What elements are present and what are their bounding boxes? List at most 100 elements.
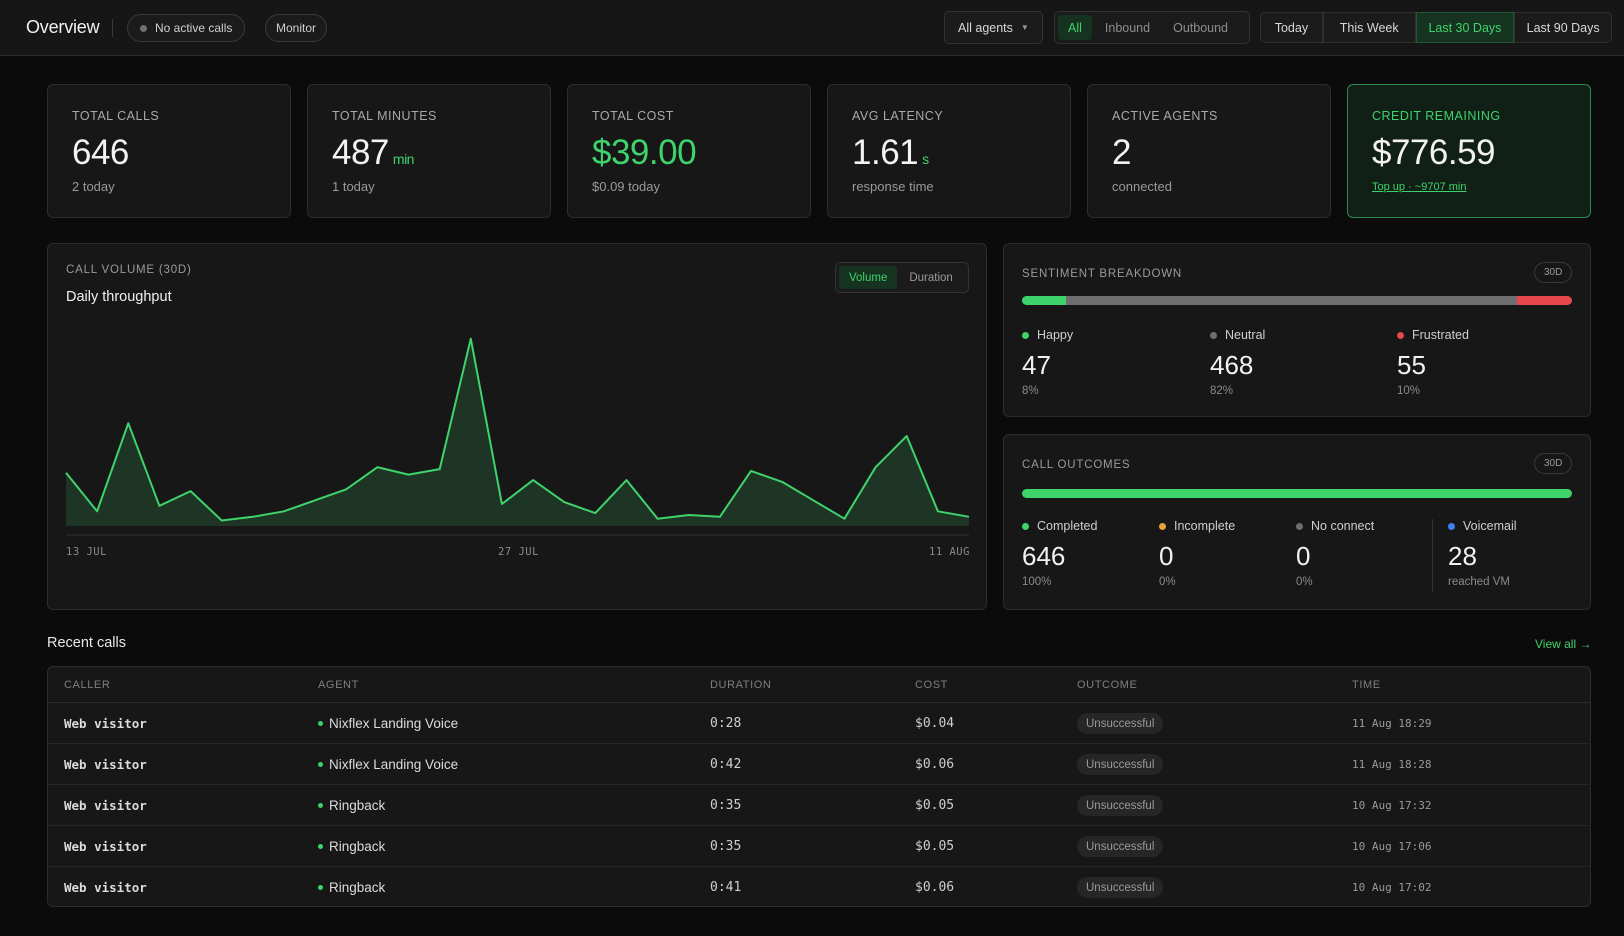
data-point[interactable] [558,496,570,508]
data-point[interactable] [91,505,103,517]
table-row[interactable]: Web visitor Ringback 0:35 $0.05 Unsucces… [48,826,1590,867]
outcomes-label: Call outcomes [1022,459,1131,471]
frustrated-dot-icon [1397,331,1404,339]
data-point[interactable] [403,469,415,481]
toggle-volume[interactable]: Volume [839,266,898,289]
toggle-duration[interactable]: Duration [909,271,953,284]
data-point[interactable] [870,461,882,473]
kpi-label: Credit remaining [1372,109,1501,123]
data-point[interactable] [714,511,726,523]
agent-status-dot-icon [318,885,323,890]
sentiment-value: 47 [1022,350,1051,380]
table-row[interactable]: Web visitor Ringback 0:41 $0.06 Unsucces… [48,867,1590,906]
data-point[interactable] [496,498,508,510]
outcome-voicemail: Voicemail 28 reached VM [1448,519,1517,588]
range-last-90-days[interactable]: Last 90 Days [1514,12,1612,43]
data-point[interactable] [185,485,197,497]
outcome-completed: Completed 646 100% [1022,519,1098,588]
column-header: AGENT [318,679,359,691]
outcome-badge: Unsuccessful [1077,836,1164,857]
data-point[interactable] [278,505,290,517]
caller-cell: Web visitor [64,716,147,731]
x-tick-label: 27 JUL [498,546,539,558]
monitor-button[interactable]: Monitor [265,14,328,42]
data-point[interactable] [932,505,944,517]
agent-cell: Nixflex Landing Voice [318,757,458,772]
kpi-label: Active agents [1112,109,1218,123]
duration-cell: 0:28 [710,716,742,731]
sentiment-frustrated: Frustrated 55 10% [1397,328,1469,397]
kpi-unit: s [922,151,929,167]
kpi-total-cost: Total cost $39.00 $0.09 today [567,84,811,218]
cost-cell: $0.06 [915,880,955,895]
agent-cell: Ringback [318,880,385,895]
data-point[interactable] [963,511,975,523]
data-point[interactable] [465,333,477,345]
kpi-sub: $0.09 today [592,179,660,194]
data-point[interactable] [309,494,321,506]
top-up-link[interactable]: Top up · ~9707 min [1372,181,1467,193]
data-point[interactable] [683,509,695,521]
kpi-sub: 2 today [72,179,115,194]
x-tick-label: 13 JUL [66,546,107,558]
agent-cell: Ringback [318,839,385,854]
direction-outbound[interactable]: Outbound [1173,20,1229,35]
agent-cell: Nixflex Landing Voice [318,716,458,731]
data-point[interactable] [527,474,539,486]
table-header: CALLER AGENT DURATION COST OUTCOME TIME [48,667,1590,703]
column-header: OUTCOME [1077,679,1138,691]
agent-select[interactable]: All agents ▼ [944,11,1043,44]
agent-status-dot-icon [318,803,323,808]
data-point[interactable] [340,483,352,495]
table-row[interactable]: Web visitor Nixflex Landing Voice 0:28 $… [48,703,1590,744]
data-point[interactable] [652,513,664,525]
duration-cell: 0:41 [710,880,742,895]
range-this-week[interactable]: This Week [1322,12,1416,43]
recent-calls-title: Recent calls [47,635,126,651]
data-point[interactable] [745,465,757,477]
view-all-link[interactable]: View all → [1535,637,1592,651]
range-last-30-days[interactable]: Last 30 Days [1415,12,1515,43]
cost-cell: $0.04 [915,716,955,731]
data-point[interactable] [434,463,446,475]
range-today[interactable]: Today [1260,12,1323,43]
data-point[interactable] [621,474,633,486]
voicemail-dot-icon [1448,522,1455,530]
data-point[interactable] [153,500,165,512]
table-row[interactable]: Web visitor Ringback 0:35 $0.05 Unsucces… [48,785,1590,826]
outcomes-panel: Call outcomes 30D Completed 646 100% Inc… [1003,434,1591,610]
agent-cell: Ringback [318,798,385,813]
data-point[interactable] [247,511,259,523]
kpi-value: $776.59 [1372,133,1496,172]
sentiment-value: 55 [1397,350,1426,380]
chart-metric-toggle: Volume Duration [835,262,969,293]
outcomes-bar [1022,489,1572,498]
sentiment-segment [1066,296,1517,305]
cost-cell: $0.05 [915,798,955,813]
column-header: TIME [1352,679,1381,691]
direction-all[interactable]: All [1058,15,1092,40]
data-point[interactable] [776,476,788,488]
data-point[interactable] [807,494,819,506]
date-range-filter: Today This Week Last 30 Days Last 90 Day… [1260,11,1612,44]
kpi-sub: response time [852,179,934,194]
kpi-avg-latency: Avg latency 1.61 s response time [827,84,1071,218]
data-point[interactable] [216,515,228,527]
agent-status-dot-icon [318,762,323,767]
kpi-value: $39.00 [592,133,697,172]
data-point[interactable] [838,513,850,525]
outcome-badge: Unsuccessful [1077,713,1164,734]
kpi-total-minutes: Total minutes 487 min 1 today [307,84,551,218]
direction-filter: All Inbound Outbound [1054,11,1250,44]
data-point[interactable] [122,417,134,429]
data-point[interactable] [589,507,601,519]
data-point[interactable] [60,467,72,479]
sentiment-percent: 10% [1397,385,1421,397]
data-point[interactable] [901,430,913,442]
caller-cell: Web visitor [64,757,147,772]
kpi-unit: min [392,151,415,167]
table-row[interactable]: Web visitor Nixflex Landing Voice 0:42 $… [48,744,1590,785]
kpi-sub: 1 today [332,179,375,194]
direction-inbound[interactable]: Inbound [1104,20,1151,35]
data-point[interactable] [371,461,383,473]
